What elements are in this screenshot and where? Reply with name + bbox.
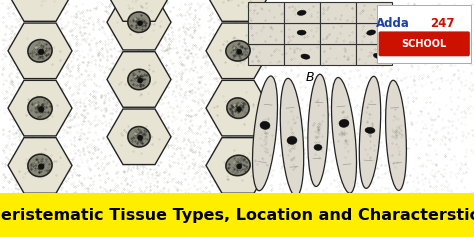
Circle shape — [38, 49, 44, 55]
FancyBboxPatch shape — [379, 32, 470, 56]
Circle shape — [234, 104, 236, 106]
Ellipse shape — [339, 119, 349, 127]
Polygon shape — [107, 109, 171, 164]
Ellipse shape — [314, 144, 322, 150]
Ellipse shape — [386, 80, 406, 191]
Polygon shape — [8, 80, 72, 136]
Ellipse shape — [28, 154, 52, 177]
Circle shape — [135, 18, 137, 20]
Circle shape — [233, 161, 236, 164]
Bar — [284, 44, 320, 65]
Ellipse shape — [128, 12, 150, 32]
Circle shape — [237, 164, 242, 169]
Circle shape — [38, 164, 44, 170]
Circle shape — [35, 161, 38, 164]
Polygon shape — [206, 80, 270, 136]
Ellipse shape — [227, 98, 249, 118]
Ellipse shape — [27, 39, 53, 63]
Polygon shape — [8, 23, 72, 79]
Ellipse shape — [28, 40, 52, 62]
Polygon shape — [107, 52, 171, 107]
Bar — [356, 23, 392, 44]
Circle shape — [237, 106, 242, 112]
Bar — [248, 2, 284, 23]
Ellipse shape — [28, 97, 52, 119]
Bar — [320, 23, 356, 44]
Text: 247: 247 — [430, 17, 454, 30]
Ellipse shape — [253, 76, 277, 191]
Circle shape — [35, 46, 38, 49]
Ellipse shape — [297, 10, 306, 15]
Ellipse shape — [128, 127, 150, 147]
Ellipse shape — [374, 53, 382, 59]
Ellipse shape — [226, 41, 250, 61]
Circle shape — [135, 75, 137, 78]
Ellipse shape — [127, 68, 151, 91]
Ellipse shape — [359, 76, 381, 188]
Text: B: B — [306, 71, 314, 84]
Bar — [284, 2, 320, 23]
Bar — [320, 44, 356, 65]
Ellipse shape — [226, 155, 250, 176]
Polygon shape — [8, 0, 72, 21]
Circle shape — [38, 106, 44, 112]
Ellipse shape — [367, 30, 375, 35]
FancyBboxPatch shape — [377, 5, 471, 64]
Ellipse shape — [280, 78, 304, 196]
Ellipse shape — [128, 69, 150, 90]
Circle shape — [137, 78, 143, 83]
Polygon shape — [206, 0, 270, 21]
Ellipse shape — [365, 127, 375, 133]
Bar — [284, 23, 320, 44]
Polygon shape — [107, 0, 171, 50]
Circle shape — [137, 20, 143, 26]
Circle shape — [237, 49, 242, 55]
Ellipse shape — [127, 126, 151, 148]
Ellipse shape — [301, 54, 310, 59]
Ellipse shape — [27, 153, 53, 178]
Ellipse shape — [287, 136, 297, 144]
Polygon shape — [8, 138, 72, 193]
Ellipse shape — [308, 74, 328, 187]
Text: Adda: Adda — [376, 17, 410, 30]
Ellipse shape — [225, 40, 251, 62]
Circle shape — [35, 104, 38, 106]
Polygon shape — [206, 23, 270, 79]
Ellipse shape — [226, 97, 250, 119]
Polygon shape — [107, 0, 171, 21]
Bar — [248, 44, 284, 65]
Ellipse shape — [297, 30, 306, 35]
Bar — [356, 44, 392, 65]
Ellipse shape — [27, 96, 53, 120]
Bar — [320, 2, 356, 23]
Bar — [356, 2, 392, 23]
FancyBboxPatch shape — [0, 191, 474, 237]
Polygon shape — [206, 138, 270, 193]
Ellipse shape — [331, 77, 356, 193]
Ellipse shape — [127, 11, 151, 33]
Text: Meristematic Tissue Types, Location and Characterstics: Meristematic Tissue Types, Location and … — [0, 208, 474, 223]
Ellipse shape — [260, 121, 270, 129]
Circle shape — [233, 47, 236, 49]
Ellipse shape — [225, 154, 251, 177]
Text: SCHOOL: SCHOOL — [401, 39, 447, 49]
Circle shape — [137, 135, 143, 141]
Bar — [248, 23, 284, 44]
Circle shape — [135, 132, 137, 135]
